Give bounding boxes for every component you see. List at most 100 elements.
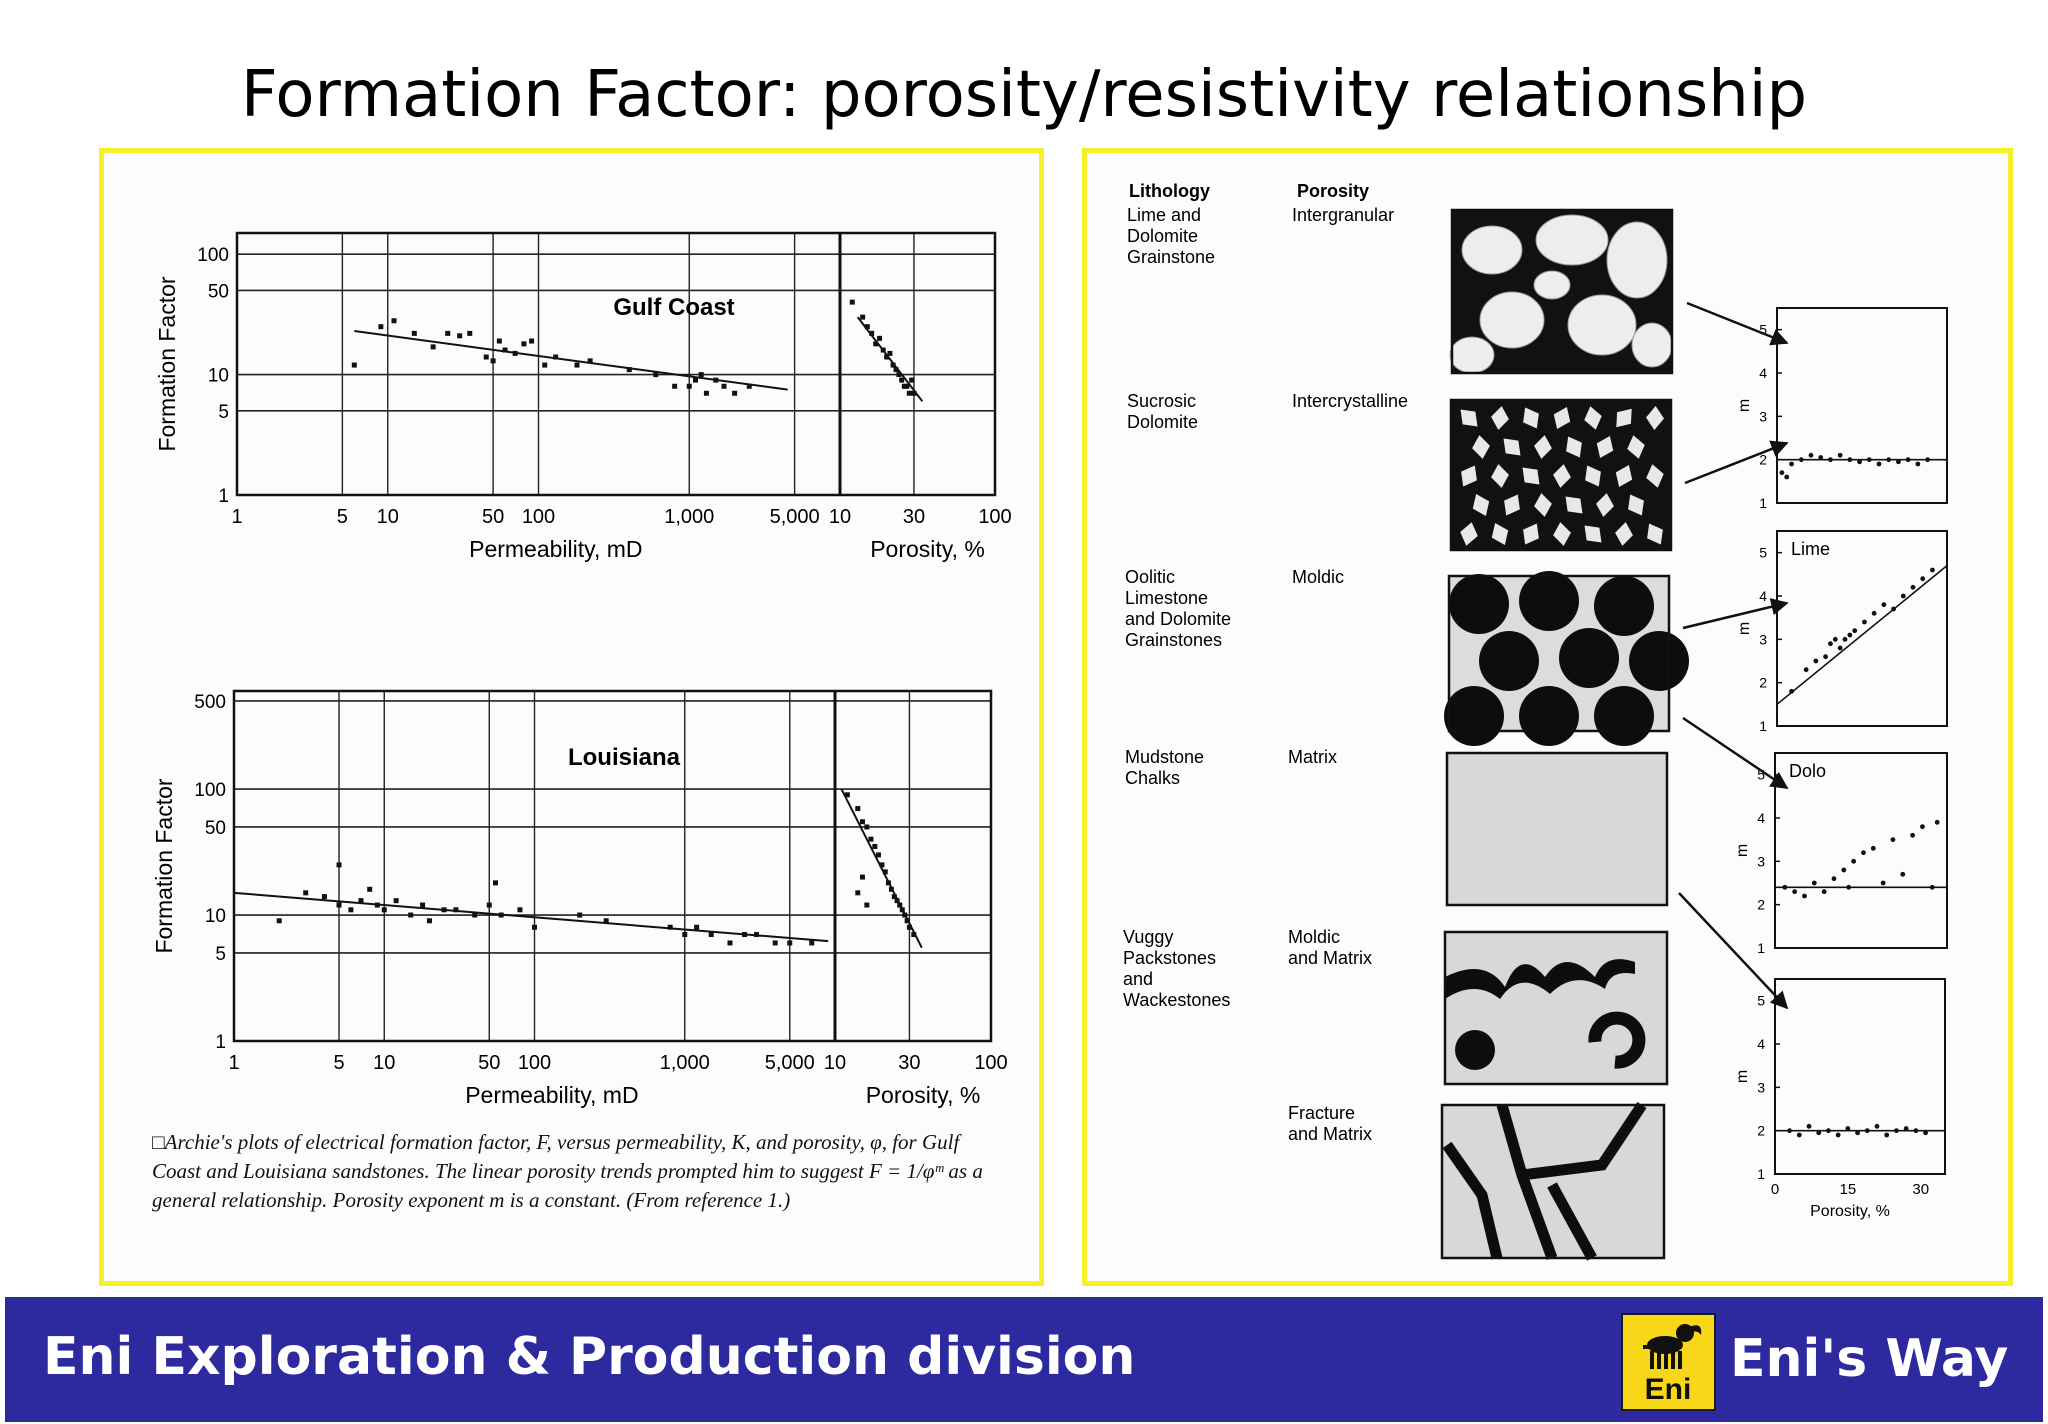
grain xyxy=(1533,270,1571,300)
y-tick-label: 2 xyxy=(1757,1123,1765,1139)
porosity-trend-line xyxy=(856,316,924,402)
data-point xyxy=(1920,824,1925,830)
perm-tick-label: 5 xyxy=(333,1052,344,1074)
data-point xyxy=(1852,628,1858,634)
perm-tick-label: 1 xyxy=(228,1052,239,1074)
y-axis-label: Formation Factor xyxy=(154,276,180,451)
data-point xyxy=(1861,850,1866,856)
data-point xyxy=(1920,576,1926,582)
lithology-label: Lime and xyxy=(1127,205,1201,225)
perm-tick-label: 100 xyxy=(518,1052,551,1074)
footer-bar: Eni Exploration & Production division En… xyxy=(5,1297,2043,1422)
mini-chart-title: Lime xyxy=(1791,539,1830,559)
permeability-point xyxy=(336,862,342,868)
crystal xyxy=(1461,465,1477,487)
texture-circles xyxy=(1444,571,1689,746)
fracture xyxy=(1442,1141,1503,1260)
ooid-mold xyxy=(1444,686,1504,746)
permeability-point xyxy=(587,358,593,364)
permeability-point xyxy=(742,932,748,938)
y-tick-label: 2 xyxy=(1759,452,1767,468)
permeability-trend-line xyxy=(354,330,788,391)
y-tick-label: 3 xyxy=(1759,408,1767,424)
permeability-point xyxy=(809,940,815,946)
data-point xyxy=(1803,667,1809,673)
porosity-type-label: Fracture xyxy=(1288,1103,1355,1123)
x-tick-label: 0 xyxy=(1771,1181,1779,1198)
porosity-point xyxy=(884,354,890,360)
permeability-point xyxy=(453,907,459,913)
permeability-point xyxy=(303,890,309,896)
crystal xyxy=(1491,406,1509,430)
x-axis-label: Porosity, % xyxy=(1810,1203,1890,1220)
porosity-point xyxy=(911,932,917,938)
ooid-mold xyxy=(1519,571,1579,631)
y-tick-label: 1 xyxy=(218,486,229,507)
data-point xyxy=(1910,584,1916,590)
y-tick-label: 50 xyxy=(205,818,226,839)
permeability-point xyxy=(441,907,447,913)
data-point xyxy=(1894,1128,1899,1134)
data-point xyxy=(1846,884,1852,890)
header-porosity: Porosity xyxy=(1297,181,1369,201)
data-point xyxy=(1925,457,1930,463)
right-panel: Lithology Porosity Lime and Dolomite Grainst… xyxy=(1082,148,2013,1286)
porosity-point xyxy=(882,869,888,875)
lithology-label: Oolitic xyxy=(1125,567,1175,587)
porosity-type-label: and Matrix xyxy=(1288,1124,1372,1144)
y-tick-label: 50 xyxy=(208,281,229,302)
x-tick-label: 30 xyxy=(1912,1181,1929,1198)
crystal xyxy=(1491,523,1509,545)
permeability-point xyxy=(512,350,518,356)
data-point xyxy=(1816,1130,1822,1136)
lithology-label: Sucrosic xyxy=(1127,391,1196,411)
crystal xyxy=(1504,494,1520,516)
ooid-mold xyxy=(1449,574,1509,634)
data-point xyxy=(1832,636,1838,642)
porosity-point xyxy=(864,324,870,330)
permeability-point xyxy=(542,362,548,368)
data-point xyxy=(1828,641,1833,647)
permeability-point xyxy=(492,880,498,886)
data-point xyxy=(1874,1123,1880,1129)
porosity-point xyxy=(859,874,865,880)
permeability-point xyxy=(408,912,414,918)
data-point xyxy=(1835,1132,1841,1138)
crystal xyxy=(1616,408,1632,428)
perm-tick-label: 10 xyxy=(373,1052,395,1074)
y-tick-label: 10 xyxy=(208,366,229,387)
crystal xyxy=(1596,436,1614,458)
fracture xyxy=(1521,1101,1647,1181)
grain xyxy=(1606,221,1668,299)
crystal xyxy=(1646,464,1664,488)
data-point xyxy=(1826,1128,1831,1134)
permeability-point xyxy=(727,940,733,946)
data-point xyxy=(1929,884,1935,890)
porosity-point xyxy=(901,383,907,389)
y-tick-label: 1 xyxy=(1759,495,1767,511)
mini-chart-frame xyxy=(1776,530,1948,727)
y-tick-label: 100 xyxy=(194,780,226,801)
permeability-point xyxy=(721,383,727,389)
y-tick-label: 3 xyxy=(1757,1079,1765,1095)
header-lithology: Lithology xyxy=(1129,181,1210,201)
data-point xyxy=(1847,632,1853,638)
permeability-point xyxy=(686,383,692,389)
y-tick-label: 4 xyxy=(1757,1036,1765,1052)
crystal xyxy=(1553,464,1571,488)
chart-title: Gulf Coast xyxy=(613,294,734,321)
permeability-point xyxy=(672,383,678,389)
permeability-point xyxy=(787,940,793,946)
data-point xyxy=(1802,893,1807,899)
data-point xyxy=(1903,1126,1909,1131)
grain xyxy=(1479,291,1545,349)
porosity-type-label: Intercrystalline xyxy=(1292,391,1408,411)
permeability-point xyxy=(472,912,478,918)
ooid-mold xyxy=(1594,686,1654,746)
y-tick-label: 3 xyxy=(1757,853,1765,869)
porosity-point xyxy=(868,836,874,842)
perm-tick-label: 50 xyxy=(478,1052,500,1074)
crystal xyxy=(1553,522,1571,546)
porosity-point xyxy=(909,377,915,383)
perm-tick-label: 5 xyxy=(337,506,348,528)
